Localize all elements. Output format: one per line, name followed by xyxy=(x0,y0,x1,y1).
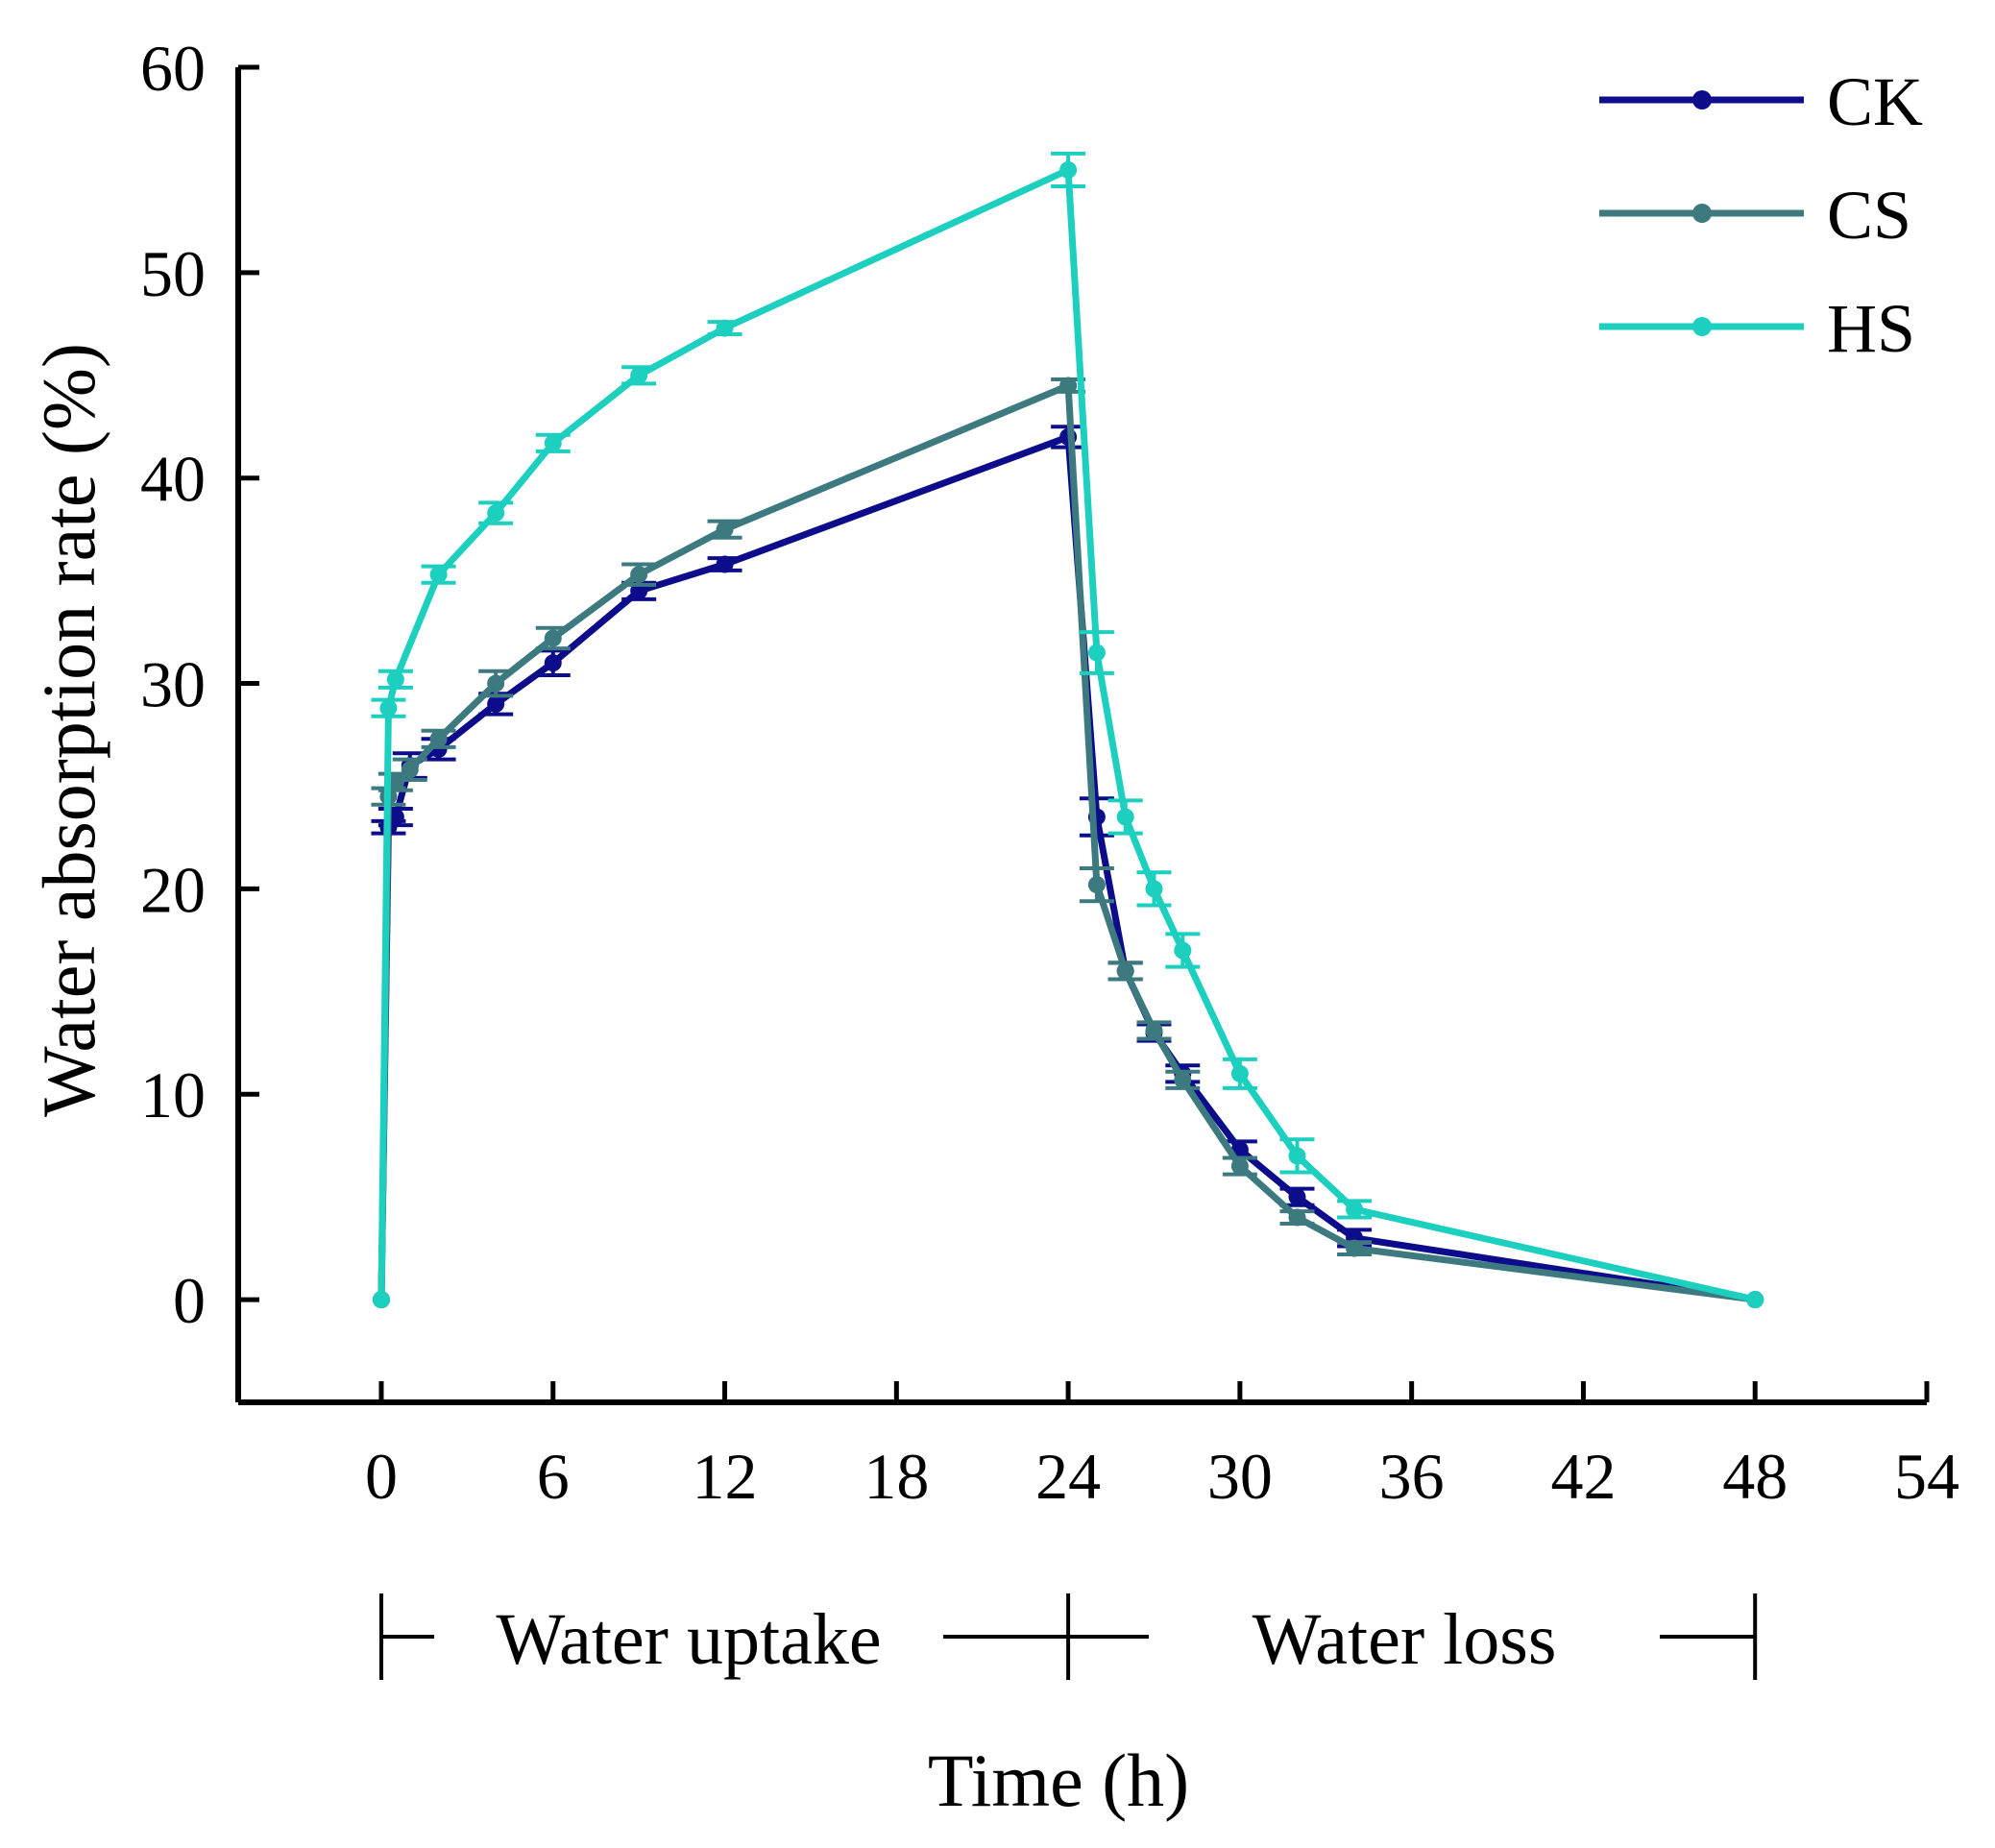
y-tick-label: 10 xyxy=(140,1058,206,1131)
data-point xyxy=(1288,1188,1306,1206)
legend-label: HS xyxy=(1827,290,1915,367)
data-point xyxy=(379,699,398,717)
series-ck xyxy=(371,425,1764,1309)
y-ticks: 0 10 20 30 40 50 60 xyxy=(140,32,259,1337)
data-point xyxy=(401,761,419,779)
data-point xyxy=(1059,160,1078,179)
legend-item-ck: CK xyxy=(1599,63,1923,140)
phase-label: Water loss xyxy=(1253,1599,1557,1680)
x-ticks: 0 6 12 18 24 30 36 42 48 54 xyxy=(365,1381,1959,1513)
x-tick-label: 54 xyxy=(1894,1440,1959,1513)
series-cs xyxy=(371,377,1764,1309)
data-point xyxy=(429,730,448,748)
axes: 0 6 12 18 24 30 36 42 48 54 0 10 20 30 40 50 60 xyxy=(140,32,1959,1513)
x-tick-label: 0 xyxy=(365,1440,398,1513)
data-point xyxy=(1145,1021,1163,1039)
legend-label: CS xyxy=(1827,177,1911,254)
data-point xyxy=(630,566,648,584)
legend-marker xyxy=(1692,317,1712,336)
y-tick-label: 60 xyxy=(140,32,206,105)
x-tick-label: 24 xyxy=(1035,1440,1101,1513)
y-tick-label: 20 xyxy=(140,853,206,926)
x-tick-label: 48 xyxy=(1722,1440,1788,1513)
data-point xyxy=(1059,377,1078,395)
x-tick-label: 12 xyxy=(693,1440,758,1513)
legend-item-hs: HS xyxy=(1599,290,1915,367)
data-point xyxy=(1230,1157,1249,1176)
data-point xyxy=(544,654,562,672)
data-point xyxy=(1346,1239,1364,1257)
data-point xyxy=(716,319,734,337)
series-line xyxy=(377,433,1756,1303)
x-tick-label: 18 xyxy=(864,1440,929,1513)
data-point xyxy=(1230,1064,1249,1082)
y-axis-title: Water absorption rate (%) xyxy=(27,343,110,1117)
x-tick-label: 42 xyxy=(1550,1440,1616,1513)
legend: CK CS HS xyxy=(1599,63,1923,367)
data-point xyxy=(386,773,404,791)
series-hs xyxy=(371,151,1764,1309)
data-point xyxy=(429,566,448,584)
data-point xyxy=(1288,1208,1306,1227)
data-point xyxy=(1116,961,1134,980)
y-tick-label: 50 xyxy=(140,237,206,310)
legend-label: CK xyxy=(1827,63,1923,140)
data-point xyxy=(544,434,562,452)
data-point xyxy=(1087,644,1106,662)
data-point xyxy=(386,670,404,689)
data-point xyxy=(630,366,648,384)
data-point xyxy=(1116,808,1134,826)
data-point xyxy=(487,674,505,693)
phase-label: Water uptake xyxy=(496,1599,881,1680)
data-point xyxy=(1174,941,1192,960)
data-point xyxy=(1145,880,1163,898)
data-point xyxy=(487,504,505,523)
series-layer xyxy=(371,151,1764,1309)
y-tick-label: 40 xyxy=(140,443,206,516)
series-line xyxy=(377,381,1756,1303)
data-point xyxy=(544,629,562,647)
data-point xyxy=(1174,1071,1192,1089)
legend-item-cs: CS xyxy=(1599,177,1911,254)
data-point xyxy=(1087,876,1106,894)
legend-marker xyxy=(1692,204,1712,223)
y-tick-label: 30 xyxy=(140,648,206,721)
data-point xyxy=(1346,1200,1364,1218)
data-point xyxy=(716,555,734,573)
data-point xyxy=(1746,1291,1764,1309)
series-line xyxy=(377,166,1756,1303)
data-point xyxy=(1288,1147,1306,1165)
legend-marker xyxy=(1692,90,1712,109)
data-point xyxy=(487,694,505,713)
x-tick-label: 30 xyxy=(1207,1440,1273,1513)
data-point xyxy=(716,521,734,539)
y-tick-label: 0 xyxy=(173,1264,206,1337)
data-point xyxy=(372,1291,390,1309)
x-axis-title: Time (h) xyxy=(928,1739,1189,1822)
x-tick-label: 6 xyxy=(537,1440,570,1513)
phase-annotations: Water uptake Water loss xyxy=(378,1593,1758,1680)
x-tick-label: 36 xyxy=(1379,1440,1445,1513)
